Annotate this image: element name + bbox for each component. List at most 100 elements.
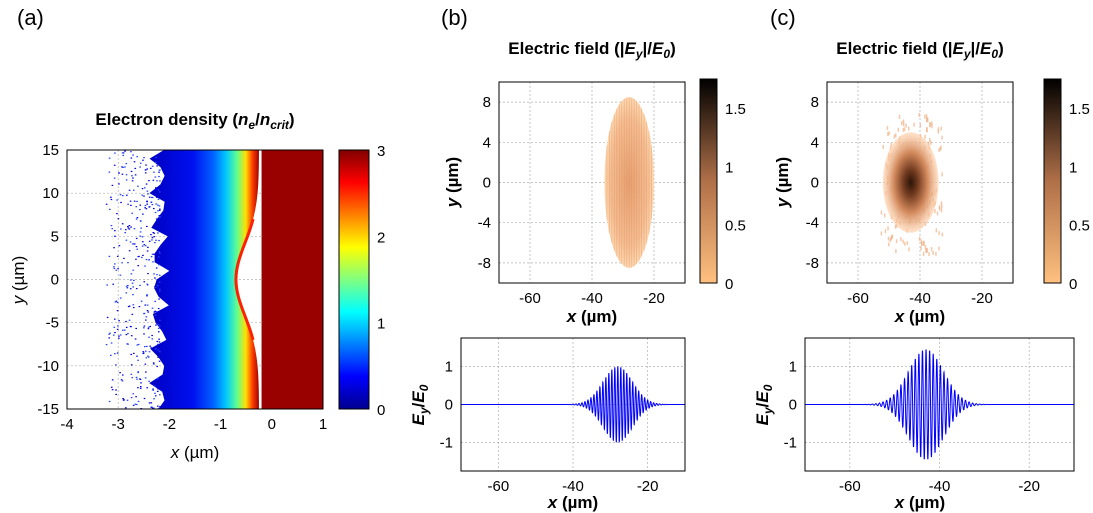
density-speck <box>157 198 160 200</box>
axes-box-a <box>66 149 324 410</box>
field-speck <box>929 137 931 142</box>
density-speck <box>150 402 153 404</box>
field-speck <box>887 132 889 137</box>
panel-c: Electric field (|Ey|/E0) -60 -40 -20840-4-… <box>773 39 1090 326</box>
density-speck <box>145 208 148 210</box>
density-speck <box>157 388 159 390</box>
density-speck <box>137 371 140 373</box>
panel-label-a: (a) <box>17 5 44 30</box>
density-speck <box>110 198 113 201</box>
density-speck <box>137 400 140 402</box>
y-tick-label: 0 <box>445 397 453 414</box>
density-speck <box>151 307 154 309</box>
density-speck <box>145 357 148 359</box>
field-speck <box>903 127 906 132</box>
density-speck <box>136 378 138 380</box>
density-speck <box>131 313 134 315</box>
field-speck <box>900 121 903 126</box>
y-tick-label: 4 <box>483 134 491 151</box>
density-speck <box>154 187 157 189</box>
density-speck <box>125 326 128 329</box>
colorbar-tick-label: 0 <box>725 276 733 293</box>
density-speck <box>155 218 158 220</box>
x-tick-label: -60 <box>487 478 509 495</box>
field-speck <box>897 127 900 132</box>
density-speck <box>137 371 139 374</box>
density-speck <box>140 300 143 302</box>
density-speck <box>146 304 149 306</box>
density-speck <box>125 292 128 294</box>
density-speck <box>135 376 138 378</box>
y-tick-label: -1 <box>784 435 797 452</box>
field-speck <box>934 209 936 214</box>
density-speck <box>113 266 115 268</box>
density-speck <box>117 218 120 220</box>
density-speck <box>159 252 161 254</box>
density-speck <box>145 183 148 185</box>
density-speck <box>115 393 117 396</box>
density-speck <box>135 403 138 406</box>
density-speck <box>156 165 158 167</box>
density-speck <box>146 294 148 296</box>
x-tick-label: -40 <box>562 478 584 495</box>
field-speck <box>883 213 886 218</box>
density-speck <box>144 377 147 379</box>
density-speck <box>141 187 144 190</box>
density-speck <box>148 336 150 338</box>
field-map-c <box>880 112 944 257</box>
density-speck <box>128 319 131 321</box>
title-c: Electric field (|Ey|/E0) <box>836 39 1003 61</box>
y-tick-label: -15 <box>37 401 59 418</box>
density-speck <box>158 380 161 382</box>
density-speck <box>152 362 155 364</box>
density-speck <box>150 406 153 408</box>
density-speck <box>146 295 148 297</box>
xlabel-c: x (µm) <box>894 307 945 326</box>
density-speck <box>119 274 122 276</box>
density-speck <box>155 348 157 350</box>
density-speck <box>118 183 120 185</box>
density-speck <box>149 325 152 328</box>
density-speck <box>110 342 113 344</box>
y-tick-label: -8 <box>478 255 491 272</box>
title-a: Electron density (ne/ncrit) <box>95 110 294 132</box>
density-speck <box>157 232 159 234</box>
axes-box-b-line <box>460 337 686 472</box>
title-b: Electric field (|Ey|/E0) <box>508 39 675 61</box>
field-speck <box>938 246 940 251</box>
density-speck <box>113 177 116 179</box>
field-speck <box>890 236 892 241</box>
field-speck <box>890 142 892 147</box>
density-speck <box>158 290 161 292</box>
colorbar-tick-label: 1 <box>377 316 385 333</box>
density-speck <box>125 407 127 409</box>
density-speck <box>152 157 155 160</box>
density-speck <box>130 226 132 228</box>
density-speck <box>118 172 120 174</box>
density-speck <box>151 338 154 340</box>
density-speck <box>154 277 156 279</box>
density-speck <box>158 338 160 340</box>
density-speck <box>132 286 134 288</box>
density-speck <box>130 335 133 337</box>
density-speck <box>135 396 137 398</box>
density-speck <box>152 261 154 263</box>
field-speck <box>924 134 926 139</box>
field-speck <box>928 252 930 257</box>
density-speck <box>148 180 150 182</box>
density-speck <box>133 200 136 202</box>
density-speck <box>138 305 141 308</box>
density-speck <box>151 237 154 239</box>
density-speck <box>124 150 126 152</box>
field-speck <box>900 237 902 242</box>
density-map <box>105 150 323 409</box>
density-speck <box>127 227 130 229</box>
density-speck <box>151 196 154 199</box>
field-speck <box>925 248 927 253</box>
density-speck <box>158 281 161 283</box>
density-speck <box>150 234 152 236</box>
y-tick-label: 8 <box>811 94 819 111</box>
density-speck <box>139 235 142 237</box>
density-speck <box>125 333 128 336</box>
density-speck <box>140 256 143 259</box>
